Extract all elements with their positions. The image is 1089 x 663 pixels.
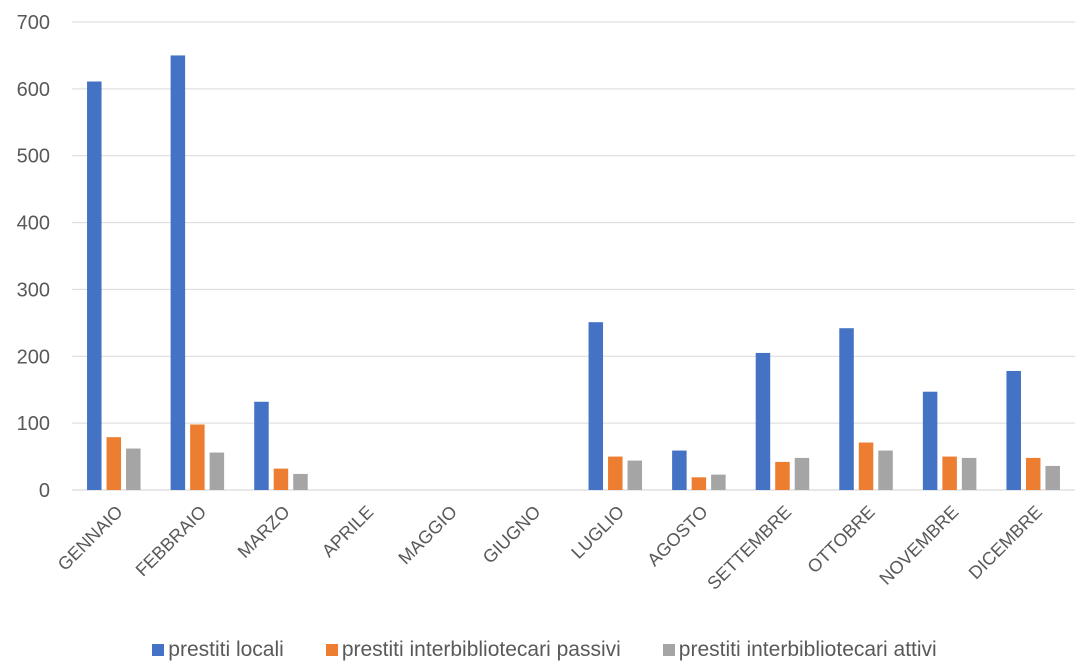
x-tick-label: AGOSTO	[643, 502, 711, 570]
legend-label: prestiti interbibliotecari passivi	[341, 638, 621, 661]
bar-novembre-series-2	[942, 456, 957, 490]
bar-luglio-series-3	[627, 460, 643, 490]
bar-dicembre-series-3	[1045, 465, 1060, 490]
bar-febbraio-series-1	[170, 55, 186, 491]
y-tick-label: 300	[17, 279, 50, 301]
bar-ottobre-series-1	[839, 328, 854, 490]
y-tick-label: 500	[17, 146, 50, 168]
x-tick-label: DICEMBRE	[965, 502, 1046, 583]
x-tick-label: NOVEMBRE	[875, 502, 962, 589]
y-tick-label: 400	[17, 213, 50, 235]
y-axis-tick-labels: 0 100 200 300 400 500 600 700	[17, 12, 50, 502]
bar-dicembre-series-2	[1025, 457, 1041, 490]
legend-swatch	[662, 644, 675, 656]
y-tick-label: 200	[17, 346, 50, 368]
bar-agosto-series-3	[711, 474, 726, 490]
bar-luglio-series-1	[588, 322, 604, 490]
bar-febbraio-series-3	[209, 452, 225, 490]
legend-swatch	[325, 644, 338, 656]
bar-settembre-series-3	[794, 457, 810, 490]
x-tick-label: FEBBRAIO	[132, 502, 211, 581]
legend: prestiti locali prestiti interbiblioteca…	[0, 638, 1089, 662]
gridlines	[72, 21, 1075, 491]
y-tick-label: 600	[17, 79, 50, 101]
bar-dicembre-series-1	[1006, 370, 1021, 490]
bar-settembre-series-2	[775, 461, 790, 490]
legend-label: prestiti interbibliotecari attivi	[678, 638, 937, 661]
bar-novembre-series-1	[922, 391, 938, 490]
legend-swatch	[152, 644, 165, 656]
x-tick-label: GIUGNO	[479, 502, 545, 568]
bar-ottobre-series-3	[878, 450, 893, 490]
x-tick-label: MARZO	[234, 502, 294, 562]
bar-luglio-series-2	[608, 456, 623, 490]
bar-gennaio-series-1	[87, 81, 102, 490]
legend-item-prestiti-locali: prestiti locali	[152, 638, 284, 662]
x-axis-tick-labels: GENNAIO FEBBRAIO MARZO APRILE MAGGIO GIUGNO LU…	[54, 502, 1046, 594]
y-tick-label: 0	[39, 480, 50, 502]
y-tick-label: 700	[17, 12, 50, 34]
y-tick-label: 100	[17, 413, 50, 435]
bar-ottobre-series-2	[858, 442, 874, 490]
x-tick-label: MAGGIO	[394, 502, 460, 568]
x-tick-label: GENNAIO	[54, 502, 127, 575]
x-tick-label: APRILE	[318, 502, 377, 561]
legend-item-prestiti-interbibliotecari-attivi: prestiti interbibliotecari attivi	[662, 638, 937, 662]
bar-chart: 0 100 200 300 400 500 600 700 GENNAIO FEBBRAIO MA…	[17, 12, 1075, 594]
bar-agosto-series-2	[691, 477, 707, 490]
bar-marzo-series-1	[254, 401, 269, 490]
bar-marzo-series-3	[293, 473, 308, 490]
x-tick-label: SETTEMBRE	[703, 502, 795, 594]
legend-item-prestiti-interbibliotecari-passivi: prestiti interbibliotecari passivi	[325, 638, 621, 662]
bar-agosto-series-1	[672, 450, 687, 490]
x-tick-label: OTTOBRE	[803, 502, 878, 577]
bar-gennaio-series-2	[106, 437, 122, 490]
bar-marzo-series-2	[273, 468, 289, 490]
bar-settembre-series-1	[755, 352, 771, 490]
bar-febbraio-series-2	[190, 424, 205, 490]
bar-novembre-series-3	[961, 457, 977, 490]
x-tick-label: LUGLIO	[567, 502, 628, 563]
legend-label: prestiti locali	[168, 638, 284, 661]
bars	[87, 55, 1060, 491]
bar-gennaio-series-3	[126, 448, 141, 490]
